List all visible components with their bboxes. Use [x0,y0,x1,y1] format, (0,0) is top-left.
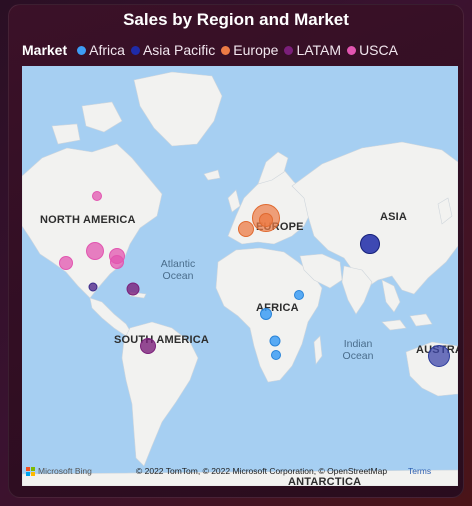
map-attribution: Microsoft Bing © 2022 TomTom, © 2022 Mic… [22,466,458,480]
legend-dot-asia-pacific [130,45,140,55]
map-bubble[interactable] [260,308,272,320]
label-asia: ASIA [380,211,408,223]
legend-label-africa: Africa [89,42,125,58]
microsoft-logo-icon [26,466,35,476]
legend-item-asia-pacific[interactable]: Asia Pacific [130,42,216,58]
legend-dot-latam [284,45,294,55]
map-bubble[interactable] [252,204,280,232]
legend: Market Africa Asia Pacific Europe LATAM … [22,41,398,59]
legend-item-europe[interactable]: Europe [221,42,278,58]
legend-dot-usca [347,45,357,55]
map-bubble[interactable] [86,242,104,260]
map-bubble[interactable] [428,345,450,367]
bing-label: Microsoft Bing [38,466,92,476]
map-bubble[interactable] [140,338,156,354]
world-landmass [22,71,458,486]
map-bubble[interactable] [238,221,254,237]
legend-label-usca: USCA [359,42,398,58]
terms-link[interactable]: Terms [408,466,432,476]
legend-label-asia-pacific: Asia Pacific [142,42,216,58]
label-indian-ocean: Indian Ocean [342,338,374,362]
label-south-america: SOUTH AMERICA [114,334,210,346]
legend-dot-europe [221,45,231,55]
map-bubble[interactable] [269,335,281,347]
label-antarctica: ANTARCTICA [288,476,362,486]
map-canvas[interactable]: NORTH AMERICA SOUTH AMERICA EUROPE AFRIC… [22,66,458,486]
map-bubble[interactable] [259,213,273,227]
map-bubble[interactable] [59,256,73,270]
map-bubble[interactable] [88,282,98,292]
legend-dot-africa [77,45,87,55]
map-bubble[interactable] [110,255,124,269]
legend-title: Market [22,42,68,58]
legend-item-usca[interactable]: USCA [347,42,398,58]
visual-title: Sales by Region and Market [123,10,349,29]
label-atlantic-ocean: Atlantic Ocean [160,258,196,282]
bing-branding: Microsoft Bing [26,466,92,476]
legend-item-latam[interactable]: LATAM [284,42,341,58]
map-bubble[interactable] [92,191,102,201]
label-north-america: NORTH AMERICA [40,214,136,226]
map-bubble[interactable] [126,282,140,296]
copyright-text: © 2022 TomTom, © 2022 Microsoft Corporat… [136,466,388,476]
legend-label-europe: Europe [233,42,279,58]
map-bubble[interactable] [271,350,281,360]
legend-item-africa[interactable]: Africa [77,42,125,58]
map-bubble[interactable] [360,234,380,254]
map-bubble[interactable] [294,290,304,300]
legend-label-latam: LATAM [296,42,342,58]
